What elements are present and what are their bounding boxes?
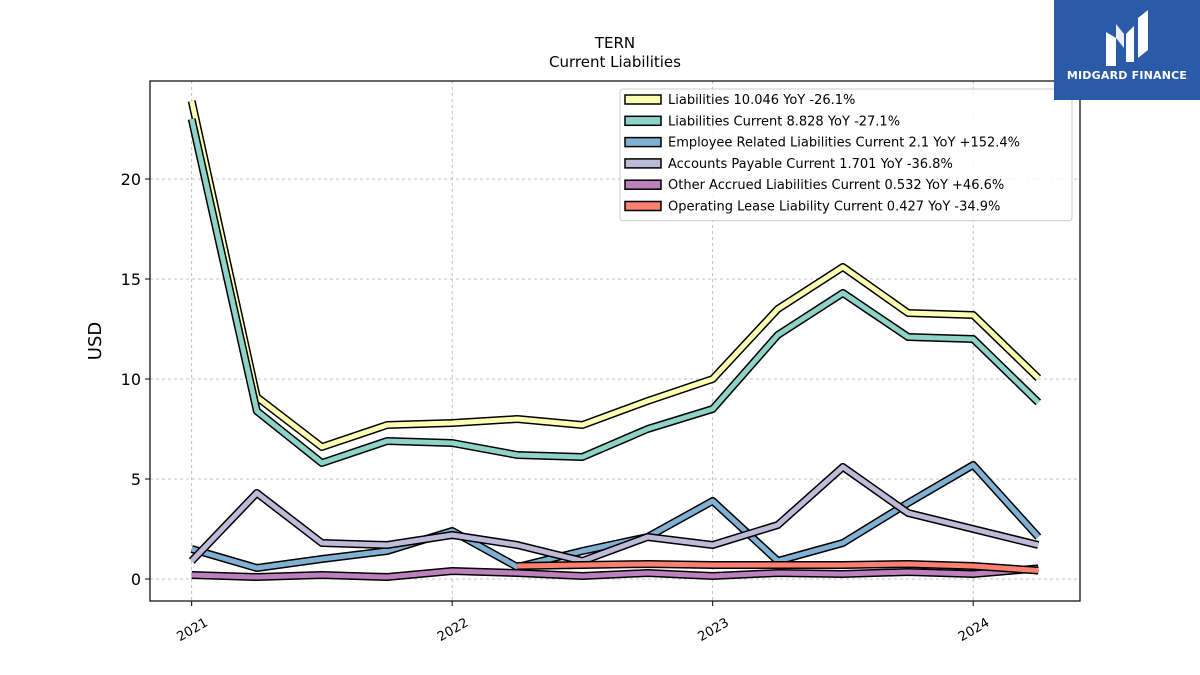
y-tick-label: 20 xyxy=(121,170,141,189)
logo-mark-icon xyxy=(1106,10,1148,66)
legend-swatch xyxy=(624,179,662,190)
legend: Liabilities 10.046 YoY -26.1% Liabilities… xyxy=(619,88,1073,222)
series-line xyxy=(189,118,1041,466)
series-4 xyxy=(191,564,1039,581)
legend-swatch xyxy=(624,94,662,105)
legend-swatch xyxy=(624,200,662,212)
midgard-finance-logo: MIDGARD FINANCE xyxy=(1054,0,1200,100)
y-tick-label: 15 xyxy=(121,270,141,289)
y-tick-label: 10 xyxy=(121,370,141,389)
series-line xyxy=(517,561,1039,573)
legend-label: Other Accrued Liabilities Current 0.532 … xyxy=(668,178,1004,193)
y-tick-label: 0 xyxy=(131,570,141,589)
series-line xyxy=(191,565,1039,580)
legend-swatch xyxy=(624,158,662,169)
series-5 xyxy=(517,560,1039,575)
chart-subtitle: Current Liabilities xyxy=(549,53,681,71)
legend-label: Liabilities 10.046 YoY -26.1% xyxy=(668,93,855,108)
series-1 xyxy=(187,118,1042,467)
legend-frame xyxy=(619,88,1073,222)
legend-label: Employee Related Liabilities Current 2.1… xyxy=(668,136,1020,151)
chart-title: TERN xyxy=(594,34,635,52)
legend-swatch xyxy=(624,136,662,148)
x-tick-label: 2023 xyxy=(696,615,732,645)
legend-label: Liabilities Current 8.828 YoY -27.1% xyxy=(668,114,900,129)
plot-frame xyxy=(149,80,1081,602)
x-tick-label: 2022 xyxy=(435,615,471,645)
x-tick-label: 2024 xyxy=(956,615,992,645)
y-tick-label: 5 xyxy=(131,470,141,489)
series-0 xyxy=(187,100,1042,451)
x-tick-label: 2021 xyxy=(175,615,211,645)
y-axis-label: USD xyxy=(85,322,106,360)
legend-swatch xyxy=(624,115,662,127)
series-line xyxy=(189,464,1039,564)
legend-label: Operating Lease Liability Current 0.427 … xyxy=(668,200,1000,215)
series-3 xyxy=(188,463,1040,565)
series-lines xyxy=(187,100,1042,581)
series-line xyxy=(189,100,1041,450)
legend-label: Accounts Payable Current 1.701 YoY -36.8… xyxy=(668,157,953,172)
logo-text: MIDGARD FINANCE xyxy=(1066,69,1188,82)
